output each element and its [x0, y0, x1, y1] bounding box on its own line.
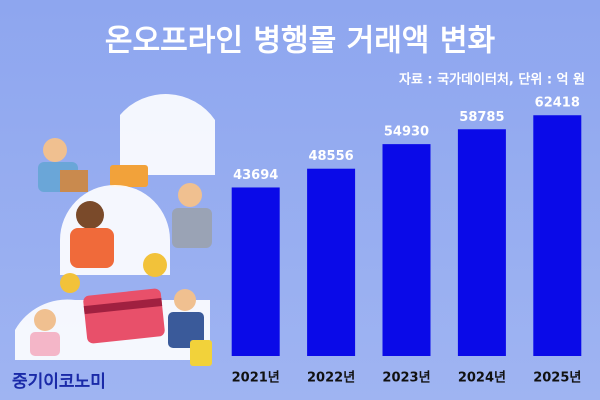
x-tick-label: 2023년: [382, 371, 430, 386]
x-tick-label: 2024년: [458, 371, 506, 386]
value-label: 48556: [308, 149, 353, 164]
bar: [231, 187, 280, 356]
value-label: 43694: [233, 168, 278, 183]
bar: [382, 144, 431, 356]
brand: 중기이코노미: [12, 372, 106, 392]
value-label: 54930: [384, 125, 429, 140]
x-tick-label: 2021년: [232, 371, 280, 386]
chart-title: 온오프라인 병행몰 거래액 변화: [105, 24, 496, 59]
value-label: 58785: [459, 110, 504, 125]
x-tick-label: 2022년: [307, 371, 355, 386]
x-tick-label: 2025년: [533, 371, 581, 386]
chart-subtitle: 자료 : 국가데이터처, 단위 : 억 원: [399, 72, 585, 88]
bar: [457, 129, 506, 356]
bar: [533, 115, 582, 356]
bar: [307, 168, 356, 356]
illustration: [15, 94, 215, 366]
value-label: 62418: [535, 96, 580, 111]
